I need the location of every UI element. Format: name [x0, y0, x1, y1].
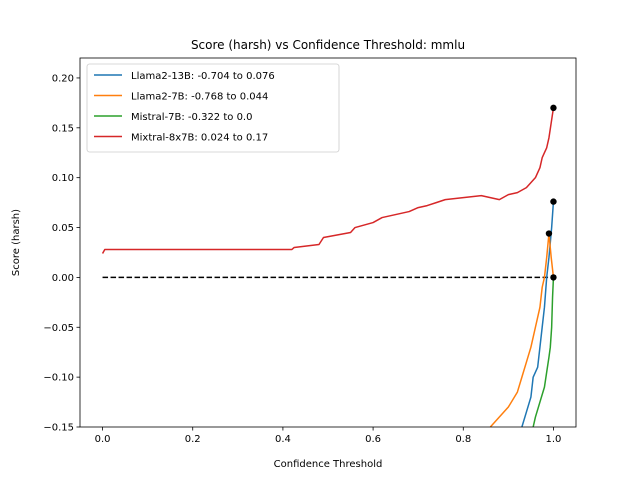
plot-area: 0.0 0.2 0.4 0.6 0.8 1.0 −0.15 −0.10 −0.05 0.00 0.0… [43, 57, 577, 445]
y-tick-label: 0.05 [52, 223, 74, 234]
y-tick-label: −0.05 [43, 323, 74, 334]
y-tick-label: 0.20 [52, 73, 74, 84]
x-axis-label: Confidence Threshold [274, 459, 383, 470]
legend: Llama2-13B: -0.704 to 0.076 Llama2-7B: -0… [86, 63, 340, 153]
legend-label-2: Mistral-7B: -0.322 to 0.0 [131, 112, 252, 123]
series-lines [101, 107, 555, 427]
series-marker-2 [550, 274, 557, 281]
x-tick-label: 0.6 [365, 434, 381, 445]
x-tick-label: 1.0 [546, 434, 562, 445]
x-tick-label: 0.2 [185, 434, 201, 445]
legend-box [86, 63, 340, 153]
legend-label-3: Mixtral-8x7B: 0.024 to 0.17 [131, 133, 268, 144]
y-tick-label: −0.10 [43, 373, 74, 384]
legend-label-1: Llama2-7B: -0.768 to 0.044 [131, 92, 268, 103]
x-tick-label: 0.8 [455, 434, 471, 445]
y-tick-label: 0.15 [52, 123, 74, 134]
series-line-1 [489, 232, 555, 427]
axes-frame [79, 57, 577, 428]
y-tick-label: −0.15 [43, 423, 74, 434]
legend-label-0: Llama2-13B: -0.704 to 0.076 [131, 71, 275, 82]
series-marker-0 [550, 198, 557, 205]
series-marker-1 [545, 230, 553, 237]
chart-title: Score (harsh) vs Confidence Threshold: m… [191, 38, 465, 52]
series-line-2 [532, 277, 555, 427]
x-tick-label: 0.0 [95, 434, 111, 445]
x-tick-label: 0.4 [275, 434, 291, 445]
y-tick-label: 0.10 [52, 173, 74, 184]
series-line-3 [101, 107, 555, 254]
series-marker-3 [550, 104, 557, 112]
y-axis-label: Score (harsh) [11, 209, 22, 276]
y-tick-label: 0.00 [52, 273, 74, 284]
